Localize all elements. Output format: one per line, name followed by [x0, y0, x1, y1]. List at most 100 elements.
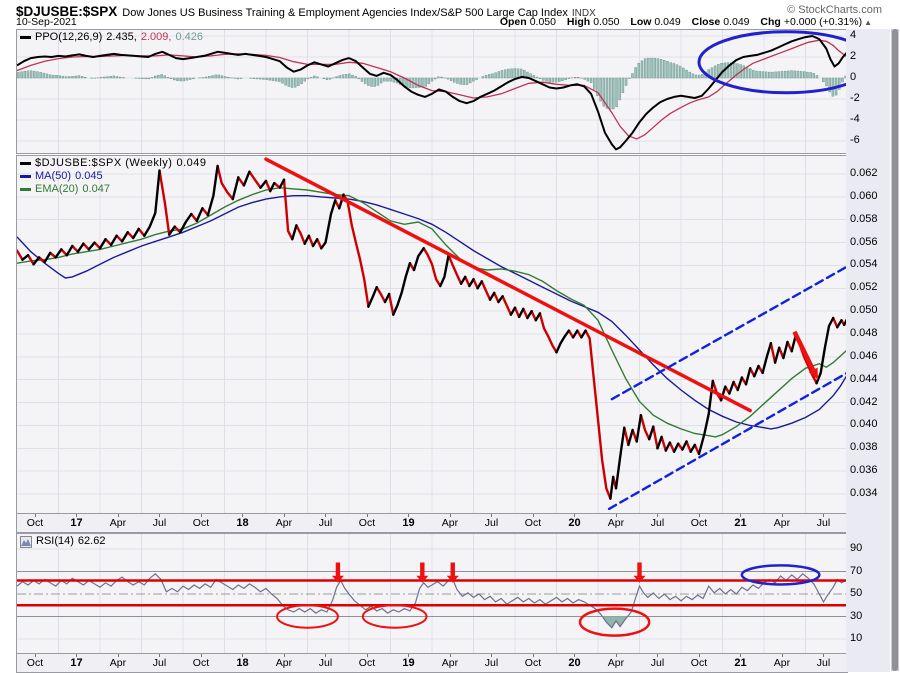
- y-axis-tick-label: 0.054: [850, 258, 878, 271]
- y-axis-tick-label: 70: [850, 564, 863, 577]
- x-axis-tick: [117, 654, 119, 657]
- x-axis-label: Oct: [524, 517, 542, 529]
- close-value: 0.049: [723, 16, 750, 28]
- y-axis-tick-label: 10: [850, 632, 863, 644]
- x-axis-label: Oct: [26, 517, 44, 529]
- scrollbar-thumb[interactable]: [892, 29, 898, 671]
- x-axis-tick: [200, 654, 202, 657]
- x-axis-label: Apr: [607, 517, 625, 529]
- x-axis-tick: [574, 654, 576, 657]
- x-axis-label: Jul: [650, 517, 665, 529]
- x-axis-tick: [740, 514, 742, 517]
- low-label: Low: [630, 16, 652, 28]
- y-axis-tick-label: 0.036: [850, 464, 878, 477]
- x-axis-label: 21: [734, 657, 747, 669]
- ppo-signal-value: 2.009,: [140, 31, 172, 43]
- x-axis-label: Jul: [650, 657, 665, 669]
- y-axis-tick-label: -4: [850, 113, 860, 125]
- y-axis-tick-label: 90: [850, 542, 863, 554]
- x-axis-tick: [491, 514, 493, 517]
- x-axis-label: Apr: [773, 657, 791, 669]
- open-label: Open: [499, 16, 527, 28]
- y-axis-tick-label: 30: [850, 609, 863, 622]
- price-legend: $DJUSBE:$SPX (Weekly) 0.049 MA(50) 0.045…: [20, 157, 210, 196]
- x-axis-tick: [781, 514, 783, 517]
- ppo-value: 2.435,: [106, 31, 137, 43]
- x-axis-tick: [615, 514, 617, 517]
- x-axis-label: Jul: [152, 517, 167, 529]
- y-axis-tick-label: 2: [850, 50, 857, 62]
- ppo-label: PPO(12,26,9): [35, 31, 103, 43]
- ema20-label: EMA(20): [35, 183, 79, 195]
- x-axis-tick: [823, 514, 825, 517]
- ppo-panel: PPO(12,26,9) 2.435, 2.009, 0.426: [16, 29, 848, 154]
- x-axis-tick: [283, 654, 285, 657]
- y-axis-tick-label: 0.046: [850, 349, 878, 362]
- x-axis-label: Jul: [484, 657, 499, 669]
- x-axis-label: Jul: [816, 517, 831, 529]
- x-axis-label: Apr: [275, 657, 293, 669]
- x-axis-tick: [366, 514, 368, 517]
- price-swatch: [20, 162, 31, 165]
- scrollbar-track: [891, 29, 899, 671]
- rsi-legend: RSI(14) 62.62: [20, 535, 109, 548]
- change-label: Chg: [760, 16, 781, 28]
- x-axis-tick: [242, 514, 244, 517]
- rsi-panel: RSI(14) 62.62: [16, 533, 848, 655]
- x-axis-label: Jul: [318, 517, 333, 529]
- stockcharts-credit: © StockCharts.com: [787, 4, 882, 16]
- y-axis-tick-label: 0.062: [850, 167, 878, 179]
- x-axis-label: 19: [402, 517, 415, 529]
- x-axis-label: Apr: [109, 517, 127, 529]
- x-axis-tick: [823, 654, 825, 657]
- x-axis-tick: [366, 654, 368, 657]
- x-axis-tick: [34, 654, 36, 657]
- ppo-swatch: [20, 36, 31, 39]
- open-value: 0.050: [529, 16, 556, 28]
- rsi-value: 62.62: [77, 535, 106, 547]
- price-label: $DJUSBE:$SPX (Weekly): [35, 157, 173, 169]
- ohlc-readout: Open 0.050 High 0.050 Low 0.049 Close 0.049 …: [492, 16, 872, 28]
- y-axis-tick-label: 0.050: [850, 304, 878, 317]
- x-axis-label: Oct: [192, 657, 210, 669]
- y-axis-tick-label: 0.058: [850, 212, 878, 225]
- price-value: 0.049: [176, 157, 207, 169]
- x-axis-label: Jul: [318, 657, 333, 669]
- x-axis-label: Oct: [192, 517, 210, 529]
- x-axis-tick: [449, 654, 451, 657]
- x-axis-tick: [408, 654, 410, 657]
- low-value: 0.049: [654, 16, 681, 28]
- y-axis-tick-label: 0.048: [850, 327, 878, 340]
- x-axis-tick: [698, 514, 700, 517]
- y-axis-column: 4 2 0 -2 -4 -6 0.062 0.060 0.058 0.056 0.054 0.052 0…: [846, 29, 890, 672]
- y-axis-tick-label: 0.056: [850, 235, 878, 248]
- x-axis-tick: [408, 514, 410, 517]
- x-axis-label: Jul: [152, 657, 167, 669]
- x-axis-tick: [740, 654, 742, 657]
- x-axis-label: Oct: [524, 657, 542, 669]
- x-axis-label: 18: [236, 517, 249, 529]
- price-chart: [17, 156, 847, 514]
- x-axis-label: Apr: [109, 657, 127, 669]
- y-axis-tick-label: 50: [850, 587, 863, 599]
- ma50-label: MA(50): [35, 170, 72, 182]
- x-axis-label: Jul: [816, 657, 831, 669]
- x-axis-label: Oct: [358, 657, 376, 669]
- y-axis-tick-label: 0.052: [850, 281, 878, 294]
- x-axis-tick: [34, 514, 36, 517]
- x-axis-tick: [117, 514, 119, 517]
- y-axis-tick-label: -2: [850, 92, 860, 104]
- y-axis-tick-label: 0.034: [850, 487, 878, 500]
- price-panel: $DJUSBE:$SPX (Weekly) 0.049 MA(50) 0.045…: [16, 155, 848, 515]
- chart-header: $DJUSBE:$SPX Dow Jones US Business Traini…: [16, 3, 884, 19]
- x-axis-label: 21: [734, 517, 747, 529]
- x-axis-tick: [532, 654, 534, 657]
- x-axis-label: 19: [402, 657, 415, 669]
- x-axis-label: Apr: [441, 657, 459, 669]
- ticker-symbol: $DJUSBE:$SPX: [16, 4, 118, 19]
- y-axis-tick-label: 4: [850, 29, 857, 41]
- y-axis-tick-label: 0.038: [850, 441, 878, 454]
- x-axis-label: Jul: [484, 517, 499, 529]
- ema20-swatch: [20, 188, 31, 191]
- x-axis-label: Oct: [26, 657, 44, 669]
